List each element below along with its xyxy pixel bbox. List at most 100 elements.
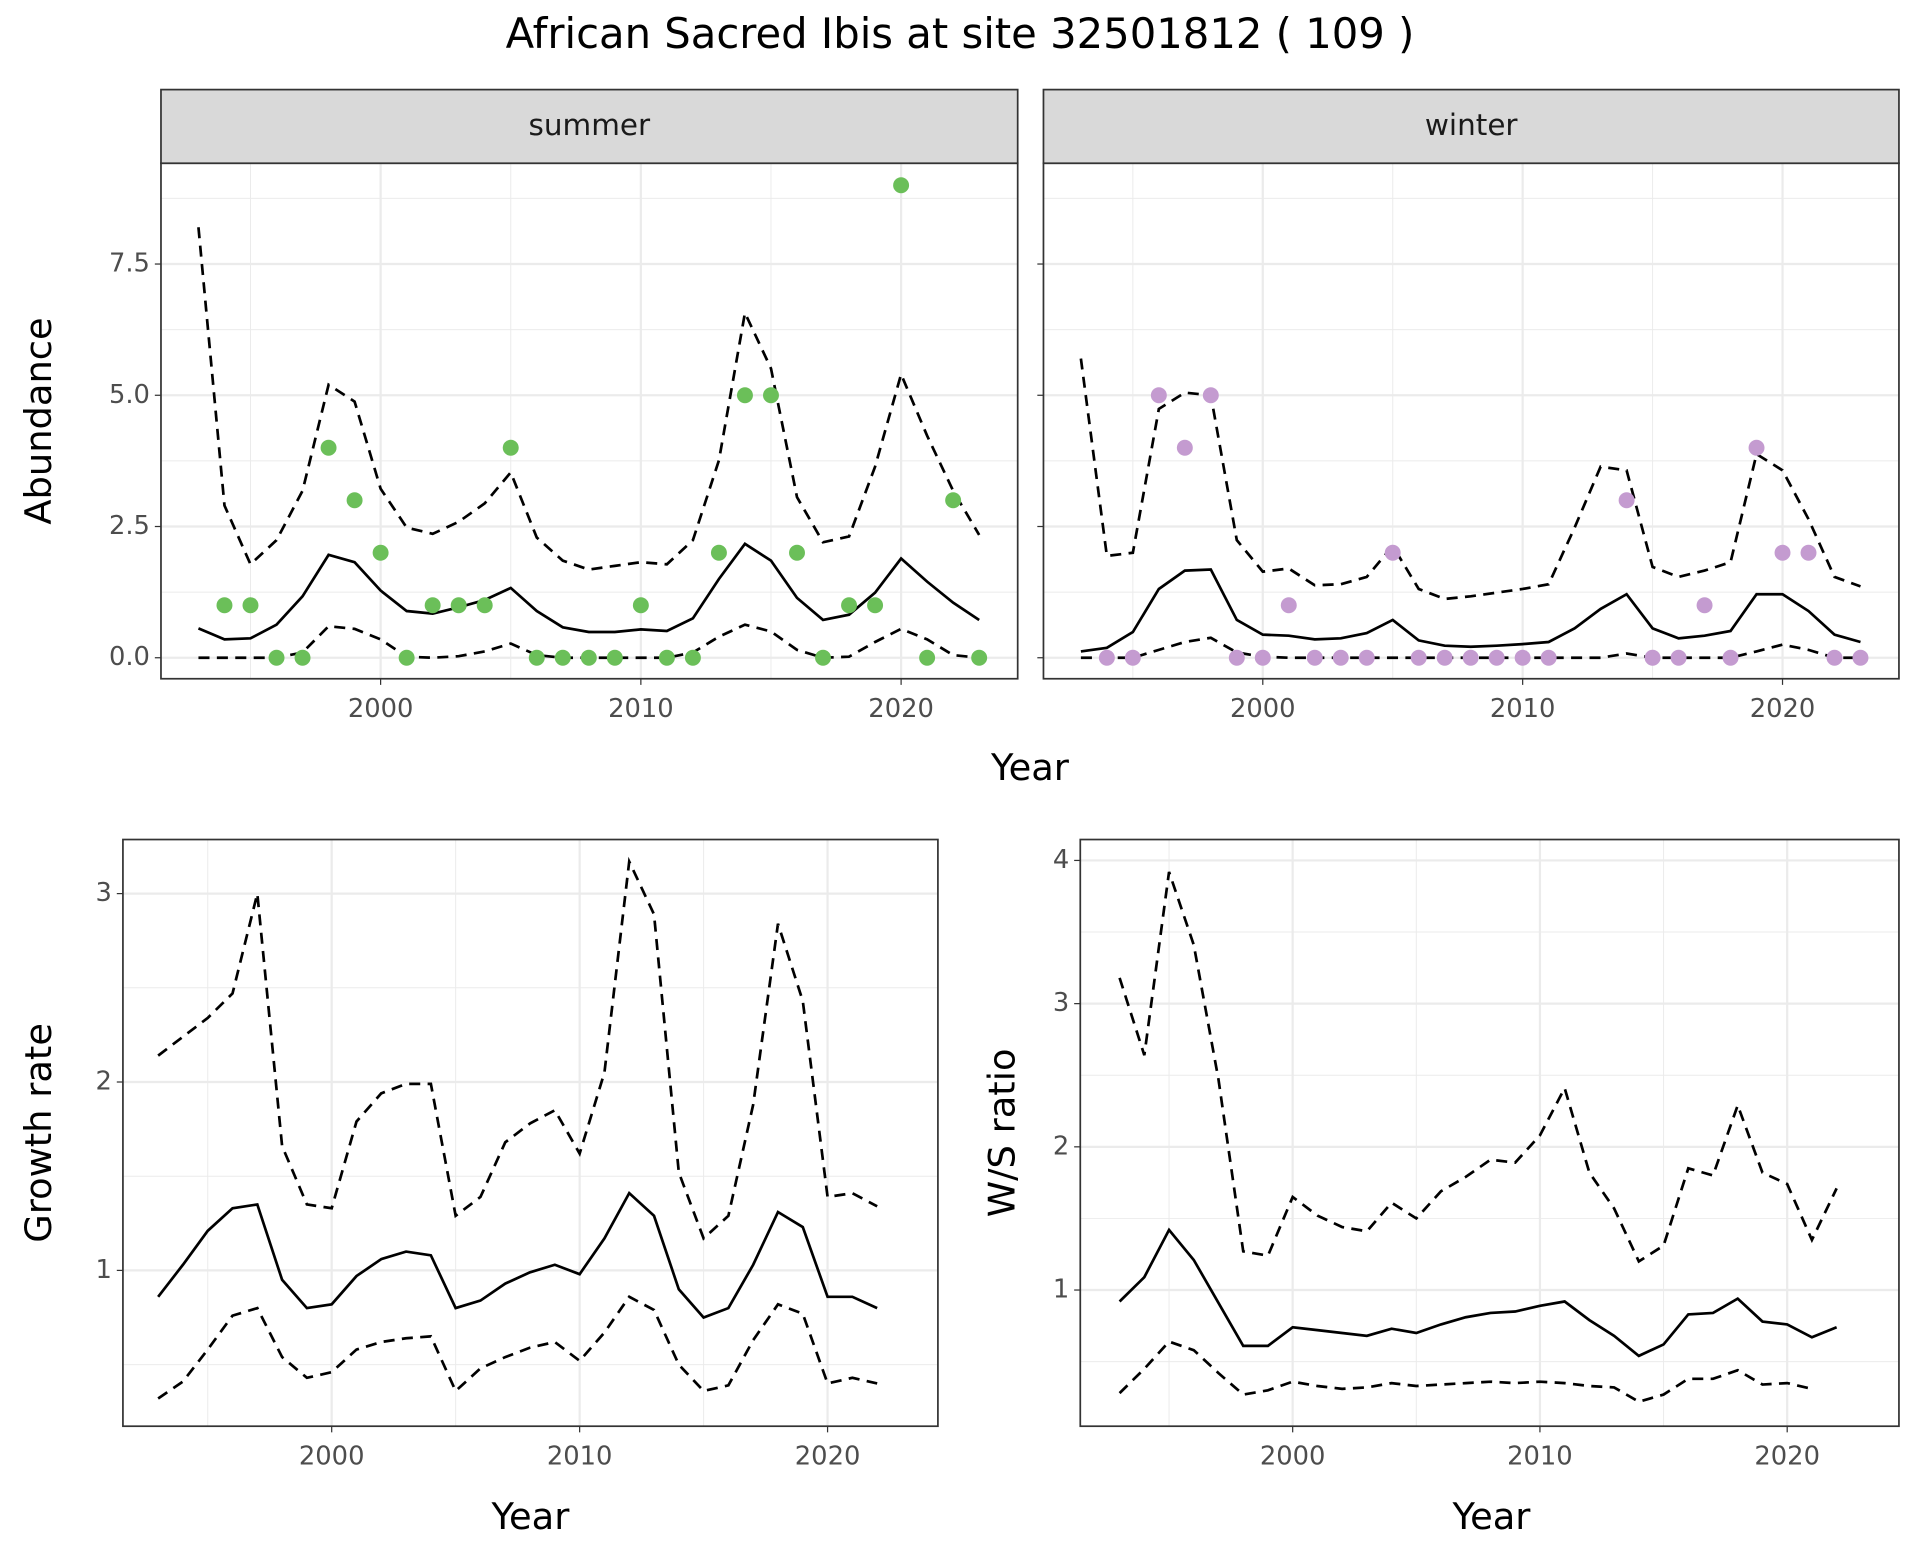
point bbox=[658, 649, 675, 666]
point bbox=[815, 649, 832, 666]
point bbox=[684, 649, 701, 666]
point bbox=[1358, 649, 1375, 666]
point bbox=[554, 649, 571, 666]
x-tick-label: 2020 bbox=[868, 694, 934, 724]
y-tick-label: 2 bbox=[1053, 1131, 1069, 1161]
x-tick-label: 2020 bbox=[1754, 1441, 1820, 1471]
y-tick-label: 5.0 bbox=[109, 380, 150, 410]
y-axis-title: W/S ratio bbox=[981, 1048, 1024, 1217]
y-tick-label: 2.5 bbox=[109, 511, 150, 541]
x-tick-label: 2010 bbox=[608, 694, 674, 724]
y-tick-label: 1 bbox=[1053, 1275, 1069, 1305]
point bbox=[424, 597, 441, 614]
point bbox=[841, 597, 858, 614]
point bbox=[1852, 649, 1869, 666]
strip-label: summer bbox=[529, 108, 651, 142]
line bbox=[1118, 871, 1838, 1264]
point bbox=[1748, 439, 1765, 456]
point bbox=[1774, 544, 1791, 561]
y-tick-label: 3 bbox=[1053, 988, 1069, 1018]
point bbox=[1124, 649, 1141, 666]
point bbox=[1722, 649, 1739, 666]
point bbox=[346, 492, 363, 509]
point bbox=[789, 544, 805, 561]
point bbox=[528, 649, 545, 666]
x-tick-label: 2010 bbox=[1507, 1441, 1573, 1471]
panel-background bbox=[122, 839, 938, 1427]
panel-border bbox=[1079, 838, 1900, 1428]
point bbox=[736, 387, 753, 404]
point bbox=[1202, 387, 1219, 404]
point bbox=[1696, 597, 1713, 614]
point bbox=[580, 649, 597, 666]
point bbox=[1306, 649, 1323, 666]
x-tick-label: 2000 bbox=[1230, 694, 1296, 724]
point bbox=[1826, 649, 1843, 666]
point bbox=[710, 544, 727, 561]
line bbox=[157, 1295, 878, 1400]
point bbox=[268, 649, 285, 666]
point bbox=[502, 439, 519, 456]
point bbox=[971, 649, 988, 666]
point bbox=[1644, 649, 1661, 666]
point bbox=[1800, 544, 1817, 561]
x-tick-label: 2000 bbox=[299, 1441, 365, 1471]
y-tick-label: 3 bbox=[95, 878, 111, 908]
point bbox=[372, 544, 389, 561]
panel-border bbox=[122, 838, 939, 1428]
point bbox=[216, 597, 233, 614]
line bbox=[1118, 1227, 1838, 1358]
y-axis-title: Abundance bbox=[17, 317, 60, 524]
point bbox=[242, 597, 259, 614]
line bbox=[1080, 568, 1861, 653]
x-tick-label: 2020 bbox=[1750, 694, 1816, 724]
point bbox=[763, 387, 779, 404]
strip-label: winter bbox=[1425, 108, 1519, 142]
y-tick-label: 2 bbox=[95, 1067, 111, 1097]
panel-background bbox=[1043, 163, 1899, 679]
point bbox=[450, 597, 467, 614]
point bbox=[893, 177, 910, 194]
x-tick-label: 2000 bbox=[1260, 1441, 1326, 1471]
point bbox=[1488, 649, 1505, 666]
point bbox=[1254, 649, 1271, 666]
x-tick-label: 2010 bbox=[547, 1441, 613, 1471]
point bbox=[867, 597, 884, 614]
point bbox=[1280, 597, 1297, 614]
point bbox=[1176, 439, 1193, 456]
y-axis-title: Growth rate bbox=[17, 1023, 60, 1243]
point bbox=[1618, 492, 1635, 509]
point bbox=[1150, 387, 1167, 404]
line bbox=[157, 856, 878, 1241]
point bbox=[294, 649, 311, 666]
point bbox=[1670, 649, 1687, 666]
point bbox=[606, 649, 623, 666]
line bbox=[1118, 1340, 1813, 1404]
x-tick-label: 2000 bbox=[348, 694, 414, 724]
y-tick-label: 1 bbox=[95, 1255, 111, 1285]
point bbox=[398, 649, 415, 666]
point bbox=[1384, 544, 1401, 561]
point bbox=[1332, 649, 1349, 666]
y-tick-label: 0.0 bbox=[109, 642, 150, 672]
strip bbox=[1042, 88, 1900, 165]
x-axis-title: Year bbox=[490, 1495, 570, 1538]
point bbox=[1228, 649, 1245, 666]
panel-background bbox=[1080, 839, 1899, 1427]
strip bbox=[160, 88, 1019, 165]
line bbox=[197, 542, 980, 641]
point bbox=[1436, 649, 1453, 666]
point bbox=[1462, 649, 1479, 666]
line bbox=[157, 1191, 878, 1320]
point bbox=[632, 597, 649, 614]
line bbox=[197, 227, 981, 571]
point bbox=[320, 439, 337, 456]
y-tick-label: 7.5 bbox=[109, 249, 150, 279]
point bbox=[1514, 649, 1531, 666]
point bbox=[1098, 649, 1115, 666]
x-axis-title: Year bbox=[990, 746, 1070, 789]
figure-title: African Sacred Ibis at site 32501812 ( 1… bbox=[506, 9, 1415, 58]
point bbox=[1410, 649, 1427, 666]
point bbox=[919, 649, 936, 666]
